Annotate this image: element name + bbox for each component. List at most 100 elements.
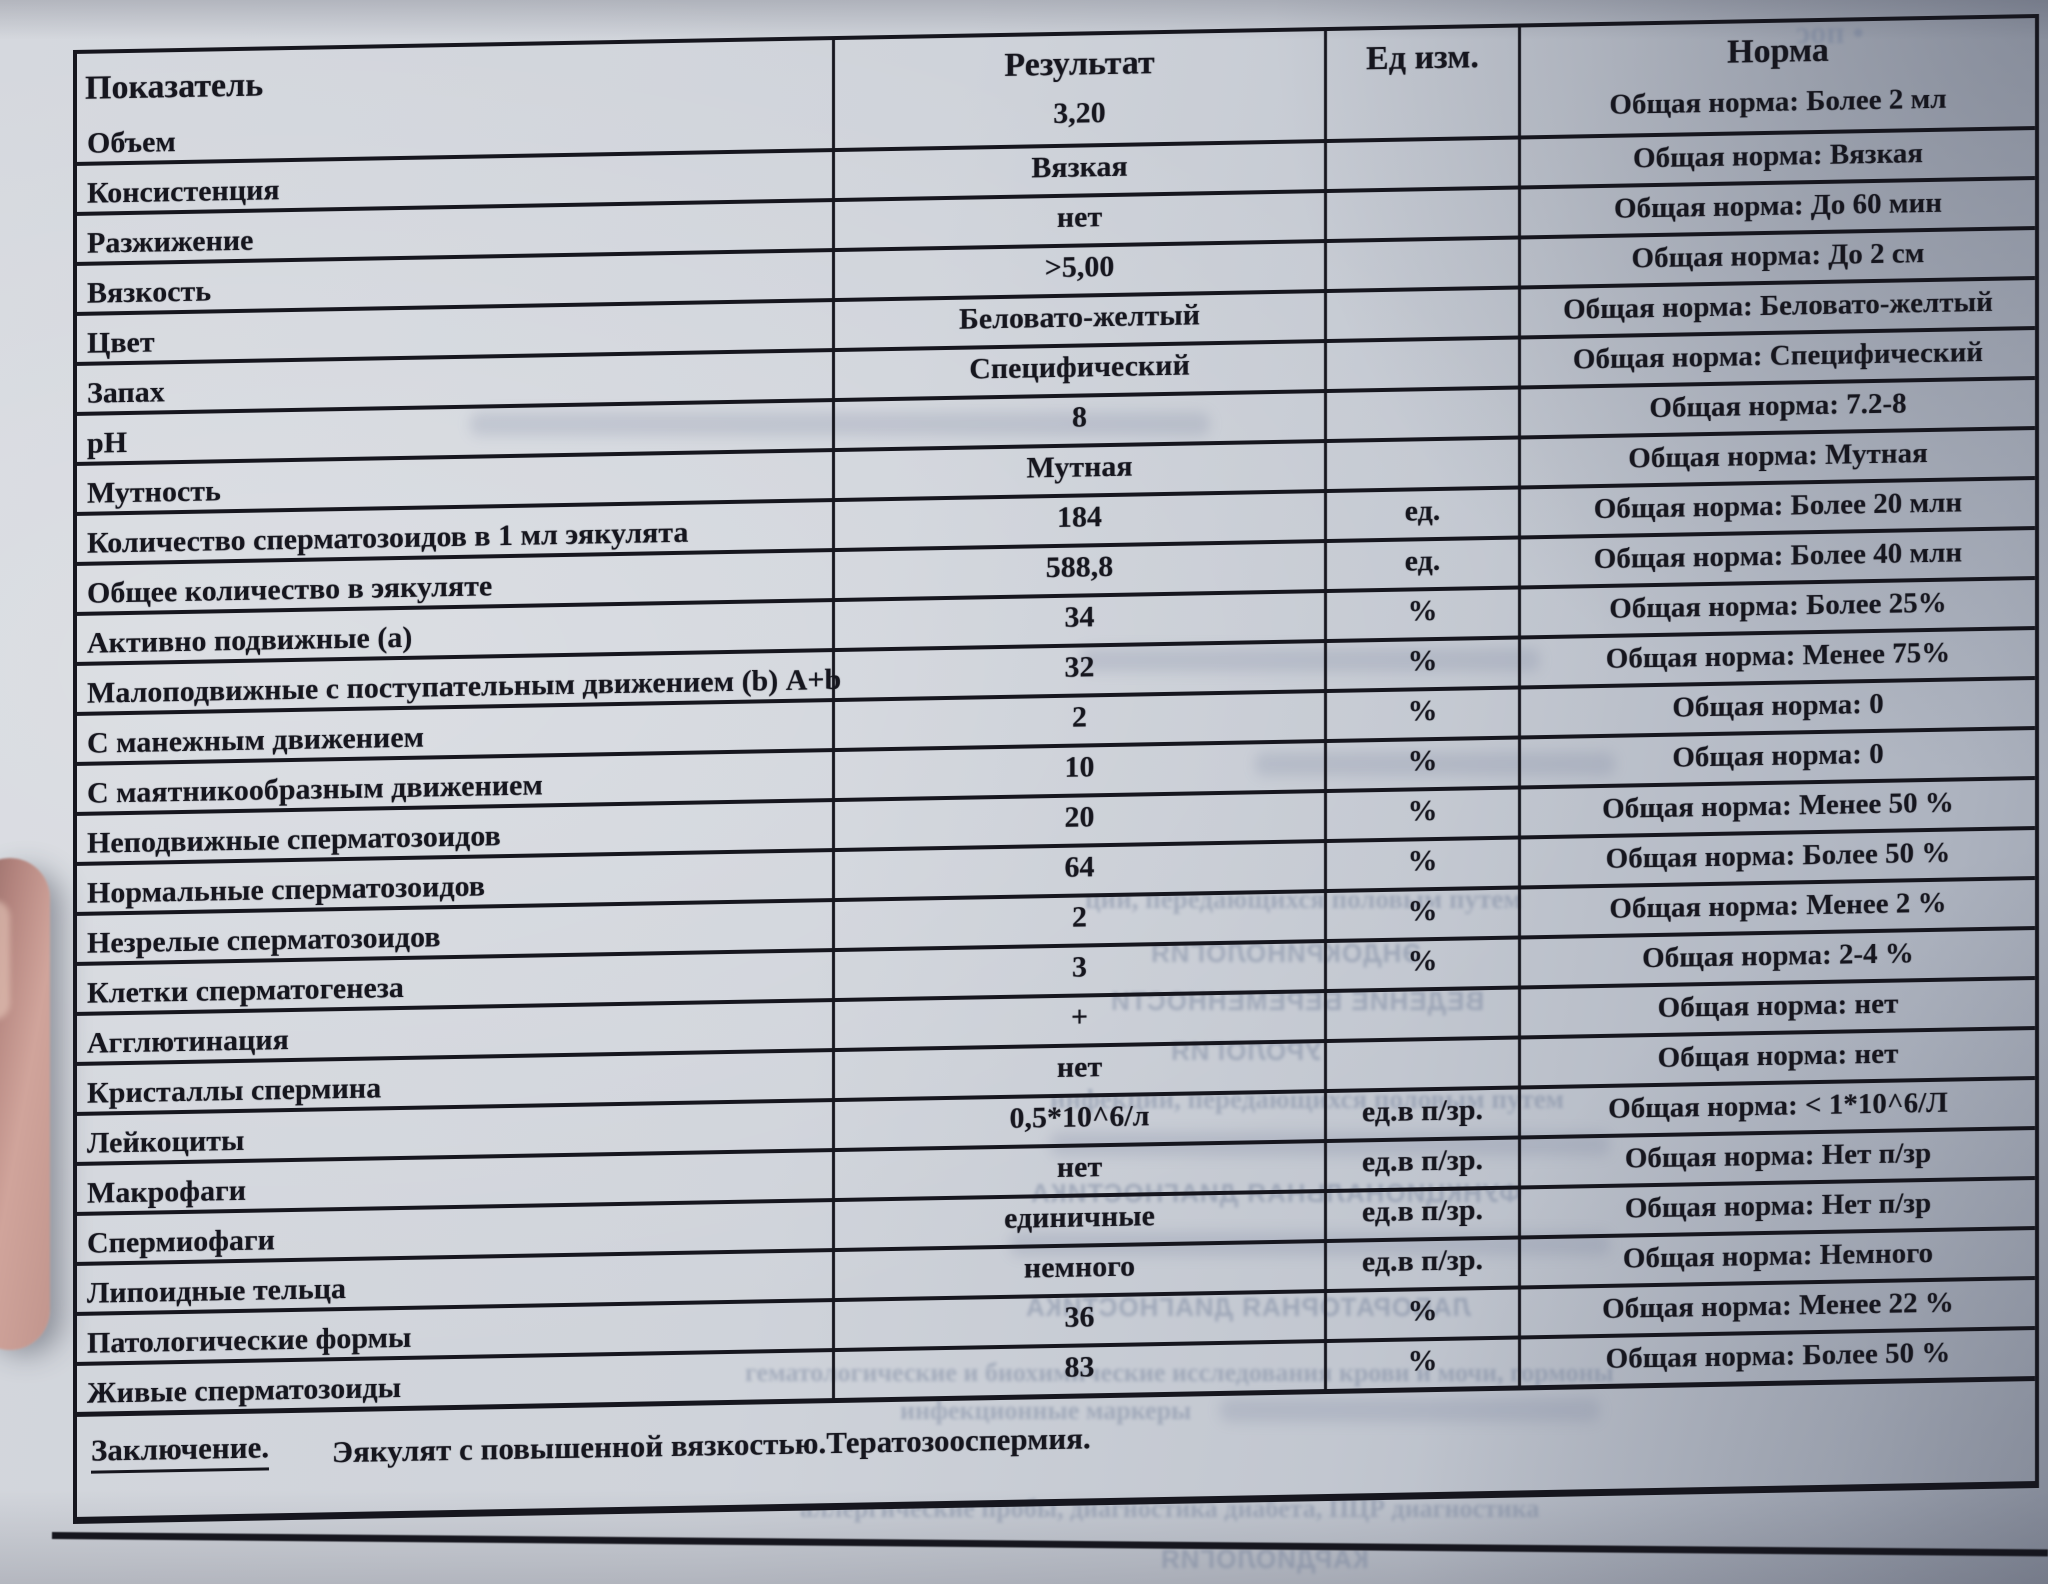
result-value: 8 <box>1072 400 1087 434</box>
result-value: Вязкая <box>1031 149 1128 185</box>
bleed-smudge <box>1050 1132 1610 1156</box>
table-body: Объем 3,20 Общая норма: Более 2 мл Консисте… <box>77 76 2035 1412</box>
param-label: Патологические формы <box>87 1320 412 1360</box>
norm-cell: Общая норма: Более 2 мл <box>1518 76 2035 136</box>
unit-cell: ед.в п/зр. <box>1324 1189 1518 1240</box>
norm-value: Общая норма: До 2 см <box>1631 237 1925 275</box>
param-label: Агглютинация <box>87 1023 289 1060</box>
unit-cell <box>1324 189 1518 240</box>
unit-value: % <box>1407 1343 1438 1378</box>
norm-value: Общая норма: Более 40 млн <box>1593 536 1963 576</box>
result-value: 20 <box>1064 800 1095 834</box>
result-value: + <box>1070 1000 1089 1034</box>
unit-value <box>1327 1040 1518 1047</box>
result-value: 10 <box>1064 750 1095 784</box>
unit-cell: ед.в п/зр. <box>1324 1239 1518 1290</box>
bleed-smudge <box>1080 648 1540 672</box>
bleed-smudge <box>1220 1398 1600 1422</box>
param-label: Нормальные сперматозоидов <box>87 869 486 910</box>
header-cell-norm: Норма <box>1518 18 2035 86</box>
norm-value: Общая норма: Более 50 % <box>1605 836 1951 875</box>
fingernail <box>0 900 10 1020</box>
result-cell: 8 <box>832 393 1324 449</box>
norm-value: Общая норма: нет <box>1657 1037 1899 1074</box>
conclusion-text: Эякулят с повышенной вязкостью.Тератозоо… <box>332 1420 1091 1470</box>
param-label: Мутность <box>87 474 221 510</box>
param-label: Объем <box>87 125 176 160</box>
param-label: С маятникообразным движением <box>87 768 543 810</box>
unit-value: % <box>1407 843 1438 878</box>
result-value: нет <box>1056 200 1103 234</box>
norm-value: Общая норма: До 60 мин <box>1614 186 1942 225</box>
unit-value: ед.в п/зр. <box>1361 1143 1484 1179</box>
norm-value: Общая норма: 7.2-8 <box>1649 387 1907 425</box>
norm-cell: Общая норма: До 60 мин <box>1518 180 2035 236</box>
header-label-units: Ед изм. <box>1366 38 1479 78</box>
norm-cell: Общая норма: Менее 2 % <box>1518 880 2035 936</box>
norm-value: Общая норма: 0 <box>1672 687 1884 724</box>
result-cell: 0,5*10^6/л <box>832 1093 1324 1149</box>
norm-cell: Общая норма: 2-4 % <box>1518 930 2035 986</box>
param-label: Незрелые сперматозоидов <box>87 920 441 960</box>
result-cell: единичные <box>832 1193 1324 1249</box>
norm-value: Общая норма: Беловато-желтый <box>1563 285 1993 326</box>
norm-value: Общая норма: Нет п/зр <box>1624 1136 1932 1175</box>
param-label: Спермиофаги <box>87 1223 275 1260</box>
norm-value: Общая норма: Специфический <box>1572 335 1984 376</box>
unit-cell: % <box>1324 589 1518 640</box>
result-cell: 3,20 <box>832 89 1324 149</box>
unit-cell: % <box>1324 939 1518 990</box>
norm-value: Общая норма: 2-4 % <box>1642 937 1914 975</box>
result-cell: 20 <box>832 793 1324 849</box>
unit-cell <box>1324 139 1518 190</box>
result-value: 0,5*10^6/л <box>1009 1099 1150 1135</box>
norm-cell: Общая норма: Более 20 млн <box>1518 480 2035 536</box>
unit-cell: % <box>1324 1339 1518 1390</box>
unit-cell <box>1324 439 1518 490</box>
lab-results-table: Показатель Результат Ед изм. Норма Объем… <box>73 13 2039 1524</box>
result-cell: нет <box>832 1043 1324 1099</box>
header-cell-units: Ед изм. <box>1324 27 1518 90</box>
result-value: >5,00 <box>1044 249 1115 285</box>
norm-cell: Общая норма: Нет п/зр <box>1518 1130 2035 1186</box>
unit-cell: ед. <box>1324 539 1518 590</box>
param-label: Цвет <box>87 325 155 360</box>
norm-cell: Общая норма: < 1*10^6/Л <box>1518 1080 2035 1136</box>
result-value: немного <box>1023 1249 1136 1285</box>
result-cell: нет <box>832 1143 1324 1199</box>
result-value: 32 <box>1064 650 1095 684</box>
param-label: Кристаллы спермина <box>87 1071 382 1110</box>
unit-cell: % <box>1324 1289 1518 1340</box>
result-cell: Вязкая <box>832 143 1324 199</box>
param-label: Макрофаги <box>87 1173 246 1210</box>
result-cell: 36 <box>832 1293 1324 1349</box>
norm-value: Общая норма: Немного <box>1622 1236 1934 1275</box>
result-value: единичные <box>1004 1199 1155 1235</box>
result-cell: 2 <box>832 893 1324 949</box>
result-cell: 32 <box>832 643 1324 699</box>
result-cell: >5,00 <box>832 243 1324 299</box>
param-label: Активно подвижные (a) <box>87 620 413 660</box>
unit-value: ед.в п/зр. <box>1361 1093 1484 1129</box>
norm-cell: Общая норма: Вязкая <box>1518 130 2035 186</box>
norm-cell: Общая норма: Менее 75% <box>1518 630 2035 686</box>
unit-value <box>1327 190 1518 197</box>
result-value: 3 <box>1072 950 1087 984</box>
unit-value <box>1327 990 1518 997</box>
bleedthrough-text: аллергические пробы, диагностика диабета… <box>800 1494 1540 1523</box>
norm-cell: Общая норма: нет <box>1518 980 2035 1036</box>
norm-cell: Общая норма: Беловато-желтый <box>1518 280 2035 336</box>
bleed-smudge <box>470 412 1210 436</box>
param-label: Разжижение <box>87 223 254 260</box>
unit-value <box>1327 390 1518 397</box>
unit-value: % <box>1407 893 1438 928</box>
param-label: Запах <box>87 375 165 410</box>
result-value: Мутная <box>1026 449 1133 485</box>
norm-cell: Общая норма: Менее 22 % <box>1518 1280 2035 1336</box>
result-value: 184 <box>1057 500 1102 534</box>
norm-value: Общая норма: Менее 75% <box>1605 636 1951 675</box>
finger-overlay <box>0 858 50 1350</box>
unit-value: % <box>1407 1293 1438 1328</box>
